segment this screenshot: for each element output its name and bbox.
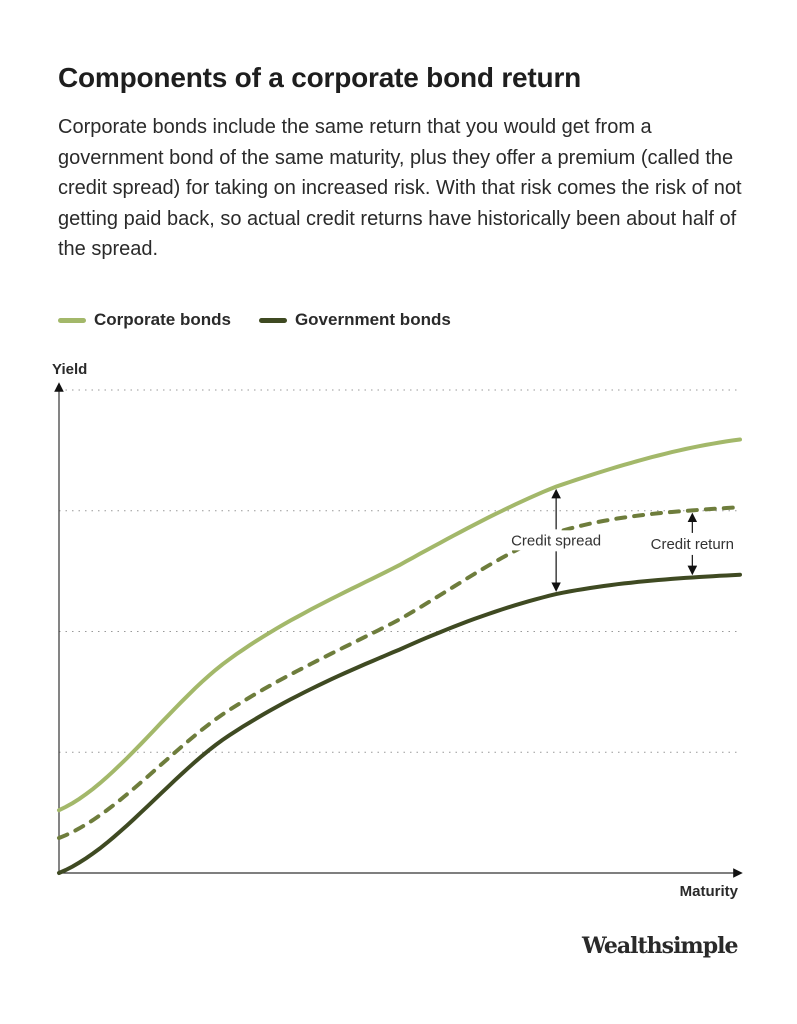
chart-title: Components of a corporate bond return [58, 62, 582, 93]
annotation-label: Credit return [651, 536, 734, 553]
legend-swatch-government [258, 317, 287, 323]
legend-item-government: Government bonds [258, 310, 451, 330]
annotation-label-bg [506, 530, 607, 551]
series-line-1 [57, 572, 742, 875]
legend-swatch-corporate [58, 317, 86, 323]
legend: Corporate bonds Government bonds [58, 310, 451, 330]
legend-item-corporate: Corporate bonds [58, 310, 231, 330]
y-axis-label: Yield [52, 361, 87, 378]
wealthsimple-logo: Wealthsimple [582, 933, 738, 959]
annotation-label: Credit spread [511, 532, 601, 549]
legend-label-government: Government bonds [294, 310, 451, 329]
x-axis-label: Maturity [680, 883, 739, 900]
legend-label-corporate: Corporate bonds [94, 310, 231, 329]
series-line-0 [57, 437, 742, 813]
annotation-label-bg [642, 533, 743, 554]
series-line-2 [57, 505, 742, 840]
chart-description: Corporate bonds include the same return … [58, 116, 742, 260]
